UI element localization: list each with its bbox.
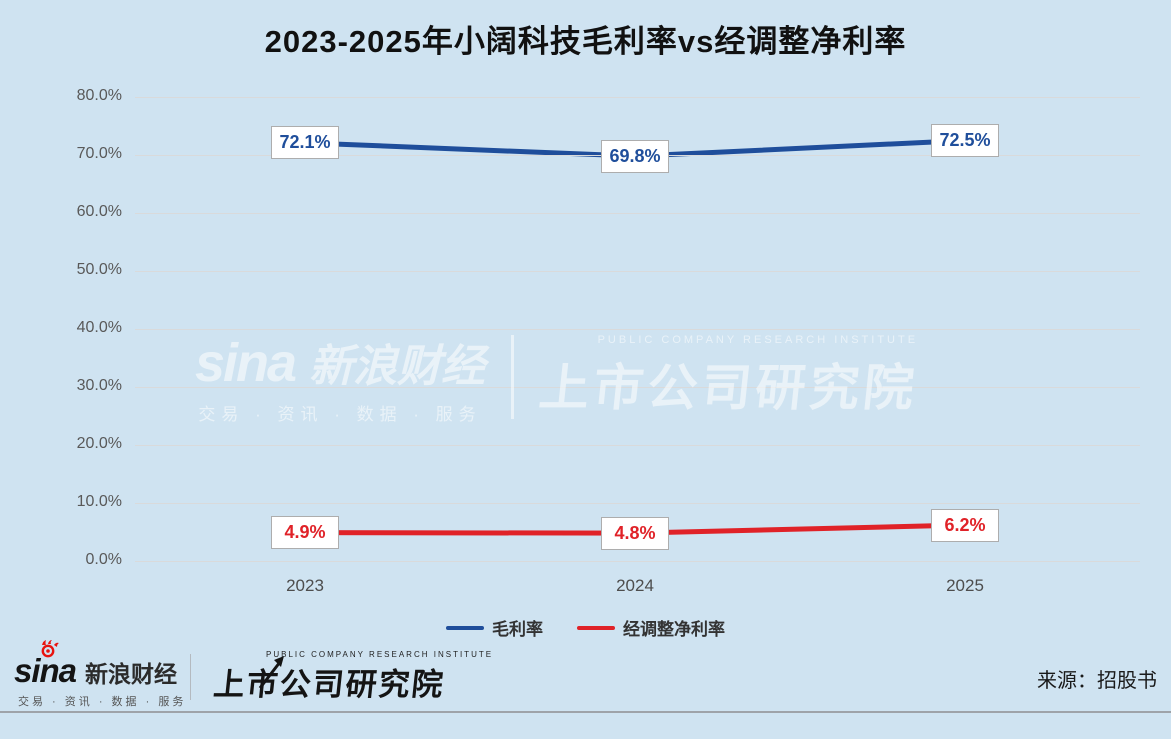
chart-title: 2023-2025年小阔科技毛利率vs经调整净利率 <box>264 24 907 59</box>
gridline <box>135 212 1140 214</box>
gridline <box>135 560 1140 562</box>
data-label: 69.8% <box>601 139 669 173</box>
y-axis-tick-label: 30.0% <box>76 377 122 394</box>
legend-item-1: 经调整净利率 <box>577 615 725 640</box>
source-label: 来源：招股书 <box>1037 670 1157 692</box>
legend-swatch-0 <box>446 625 484 630</box>
data-label: 4.8% <box>601 516 669 550</box>
y-axis-tick-label: 20.0% <box>76 435 122 452</box>
footer-institute-name: 上市公司研究院 <box>211 667 447 702</box>
footer-institute-block: PUBLIC COMPANY RESEARCH INSTITUTE 上市公司研究… <box>208 650 493 704</box>
gridline <box>135 502 1140 504</box>
arrow-up-icon <box>258 655 284 689</box>
y-axis-tick-label: 0.0% <box>85 551 122 568</box>
footer-sina-block: sina 新浪财经 交易 · 资讯 · 数据 · 服务 <box>14 640 187 709</box>
y-axis-tick-label: 10.0% <box>76 493 122 510</box>
footer: sina 新浪财经 交易 · 资讯 · 数据 · 服务 PUBLIC COMPA… <box>0 640 1171 710</box>
x-axis-tick-label: 2024 <box>616 576 654 595</box>
x-axis-tick-label: 2023 <box>286 576 324 595</box>
footer-institute-en: PUBLIC COMPANY RESEARCH INSTITUTE <box>266 650 494 659</box>
chart-legend: 毛利率 经调整净利率 <box>0 615 1171 640</box>
y-axis-tick-label: 50.0% <box>76 261 122 278</box>
gridline <box>135 96 1140 98</box>
footer-sina-tagline: 交易 · 资讯 · 数据 · 服务 <box>18 696 187 708</box>
data-label: 72.1% <box>271 126 339 160</box>
data-label: 6.2% <box>931 508 999 542</box>
y-axis-tick-label: 60.0% <box>76 203 122 220</box>
footer-divider-line <box>0 711 1171 713</box>
y-axis-tick-label: 70.0% <box>76 145 122 162</box>
legend-item-0: 毛利率 <box>446 615 543 640</box>
footer-logo-divider <box>190 654 191 700</box>
sina-flame-icon <box>41 640 59 658</box>
y-axis-tick-label: 40.0% <box>76 319 122 336</box>
y-axis-tick-label: 80.0% <box>76 87 122 104</box>
gridline <box>135 270 1140 272</box>
gridline <box>135 328 1140 330</box>
footer-sina-logo: sina <box>14 640 77 690</box>
legend-label-1: 经调整净利率 <box>623 620 725 639</box>
data-label: 72.5% <box>931 124 999 157</box>
footer-sina-name: 新浪财经 <box>85 661 178 687</box>
legend-label-0: 毛利率 <box>492 620 543 639</box>
x-axis-tick-label: 2025 <box>946 576 984 595</box>
data-label: 4.9% <box>271 516 339 550</box>
gridline <box>135 444 1140 446</box>
legend-swatch-1 <box>577 625 615 630</box>
gridline <box>135 386 1140 388</box>
